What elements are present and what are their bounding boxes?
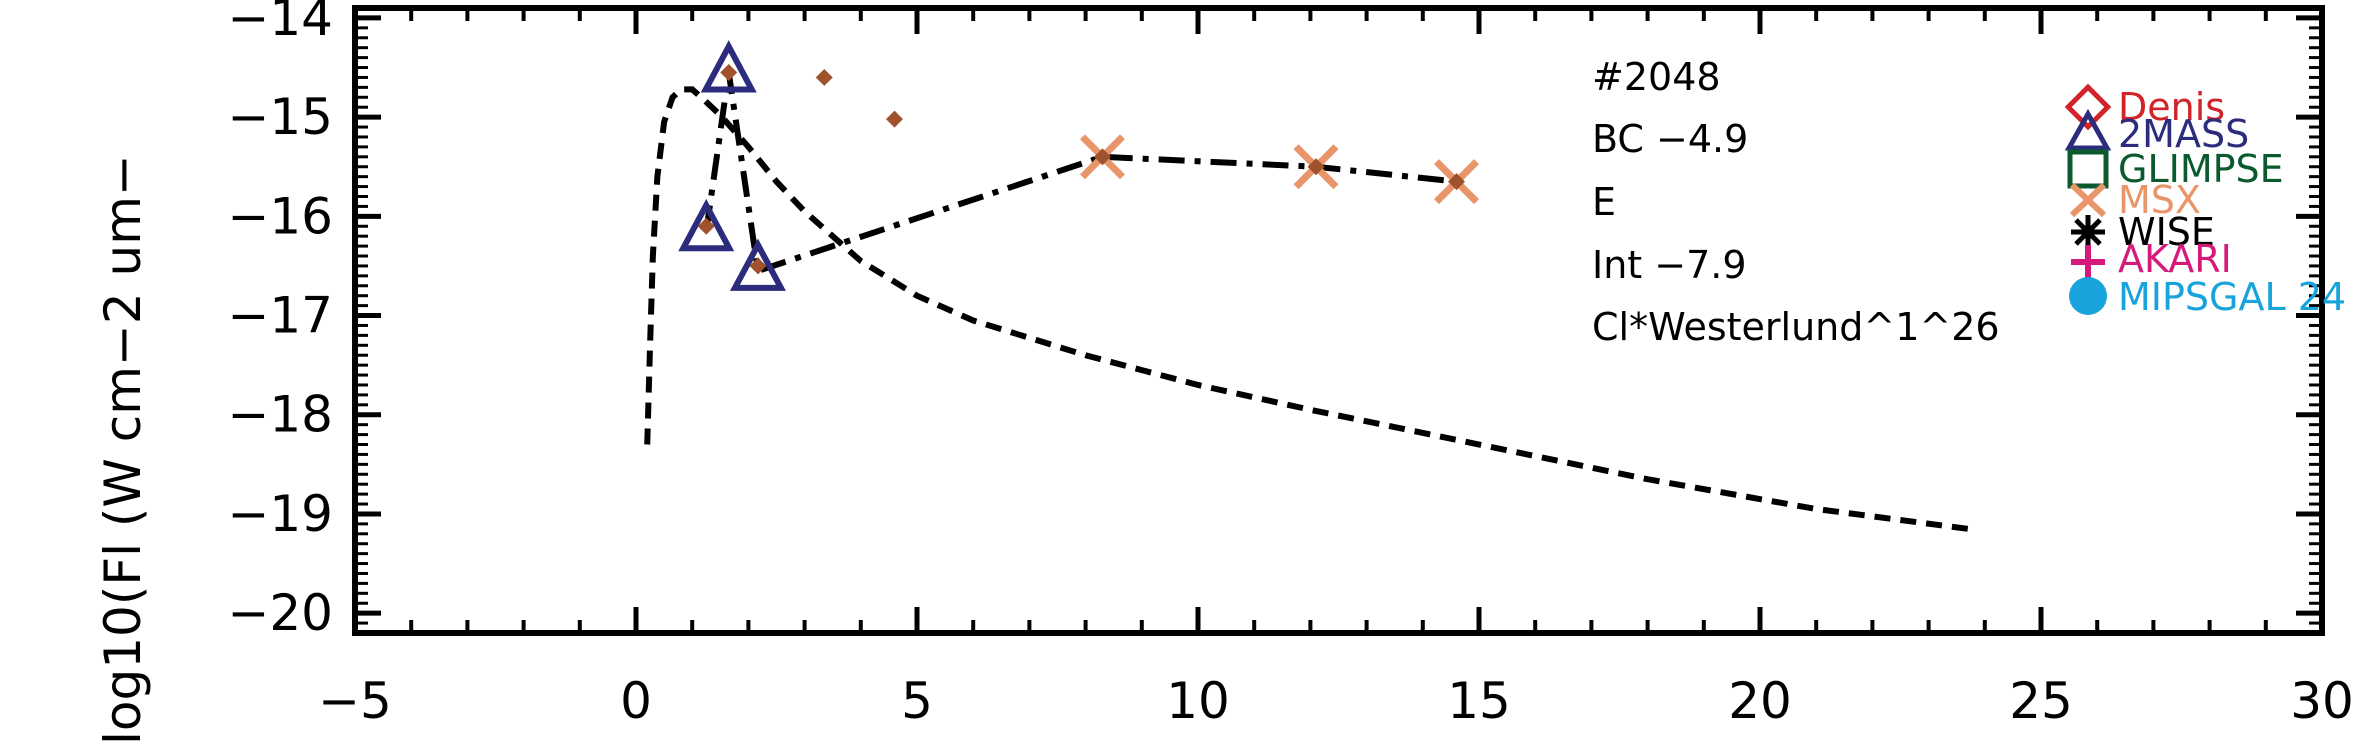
annotation-name: Cl*Westerlund^1^26 xyxy=(1592,305,2000,349)
legend-entry-2mass: 2MASS xyxy=(2064,108,2249,156)
legend-square-icon xyxy=(2067,149,2109,189)
legend-entry-glimpse: GLIMPSE xyxy=(2067,147,2284,191)
y-tick-label: −17 xyxy=(227,287,333,345)
major-ticks xyxy=(352,8,2325,633)
2mass-point xyxy=(700,40,757,93)
fit-line-dashdot xyxy=(703,72,1457,275)
y-tick-label: −15 xyxy=(227,88,333,146)
legend-label-glimpse: GLIMPSE xyxy=(2118,147,2284,191)
legend-x-icon xyxy=(2069,182,2107,218)
denis-point xyxy=(749,257,767,275)
plot-frame xyxy=(352,5,2325,636)
legend-plus-icon xyxy=(2071,245,2105,279)
legend-entry-mipsgal: MIPSGAL 24 xyxy=(2069,275,2346,319)
legend-entry-msx: MSX xyxy=(2069,178,2201,222)
legend-label-2mass: 2MASS xyxy=(2118,112,2249,156)
x-tick-label: 0 xyxy=(620,672,652,730)
denis-point xyxy=(815,68,833,86)
legend-circle-icon xyxy=(2069,277,2107,315)
legend-label-akari: AKARI xyxy=(2118,237,2232,281)
legend-asterisk-icon xyxy=(2071,215,2105,249)
x-tick-label: 30 xyxy=(2290,672,2354,730)
denis-point xyxy=(697,217,715,235)
legend-label-wise: WISE xyxy=(2118,210,2215,254)
legend-entry-akari: AKARI xyxy=(2071,237,2232,281)
denis-point xyxy=(720,63,738,81)
annotation-e: E xyxy=(1592,180,1616,224)
2mass-point xyxy=(729,238,786,291)
annotation-int: Int −7.9 xyxy=(1592,243,1747,287)
annotation-id: #2048 xyxy=(1592,55,1721,99)
legend-label-mipsgal: MIPSGAL 24 xyxy=(2118,275,2346,319)
annotation-block: #2048 BC −4.9 E Int −7.9 Cl*Westerlund^1… xyxy=(1592,55,2000,349)
legend-entry-wise: WISE xyxy=(2071,210,2215,254)
legend: Denis 2MASS GLIMPSE MSX WISE AKARI MIPSG… xyxy=(2064,83,2346,319)
legend-label-msx: MSX xyxy=(2118,178,2201,222)
x-tick-label: 25 xyxy=(2009,672,2073,730)
x-tick-label: 15 xyxy=(1447,672,1511,730)
series-markers xyxy=(678,40,1479,291)
minor-ticks xyxy=(355,6,2322,635)
y-tick-label: −20 xyxy=(227,584,333,642)
y-tick-label: −18 xyxy=(227,386,333,444)
annotation-bc: BC −4.9 xyxy=(1592,117,1748,161)
x-tick-label: 5 xyxy=(901,672,933,730)
x-tick-label: 20 xyxy=(1728,672,1792,730)
2mass-point xyxy=(678,198,735,252)
x-tick-labels: −5 0 5 10 15 20 25 30 xyxy=(318,672,2354,730)
y-tick-label: −16 xyxy=(227,187,333,245)
y-tick-label: −14 xyxy=(227,0,333,47)
legend-triangle-icon xyxy=(2064,108,2112,151)
legend-entry-denis: Denis xyxy=(2064,83,2225,131)
x-tick-label: −5 xyxy=(318,672,392,730)
y-axis-title: log10(Fl (W cm−2 um− xyxy=(94,154,152,745)
denis-point xyxy=(886,110,904,128)
y-tick-labels: −20 −19 −18 −17 −16 −15 −14 xyxy=(227,0,333,642)
y-tick-label: −19 xyxy=(227,485,333,543)
series-lines xyxy=(644,72,1969,532)
model-curve-dashed xyxy=(644,86,1969,532)
x-tick-label: 10 xyxy=(1166,672,1230,730)
legend-label-denis: Denis xyxy=(2118,85,2225,129)
legend-diamond-icon xyxy=(2064,83,2112,131)
